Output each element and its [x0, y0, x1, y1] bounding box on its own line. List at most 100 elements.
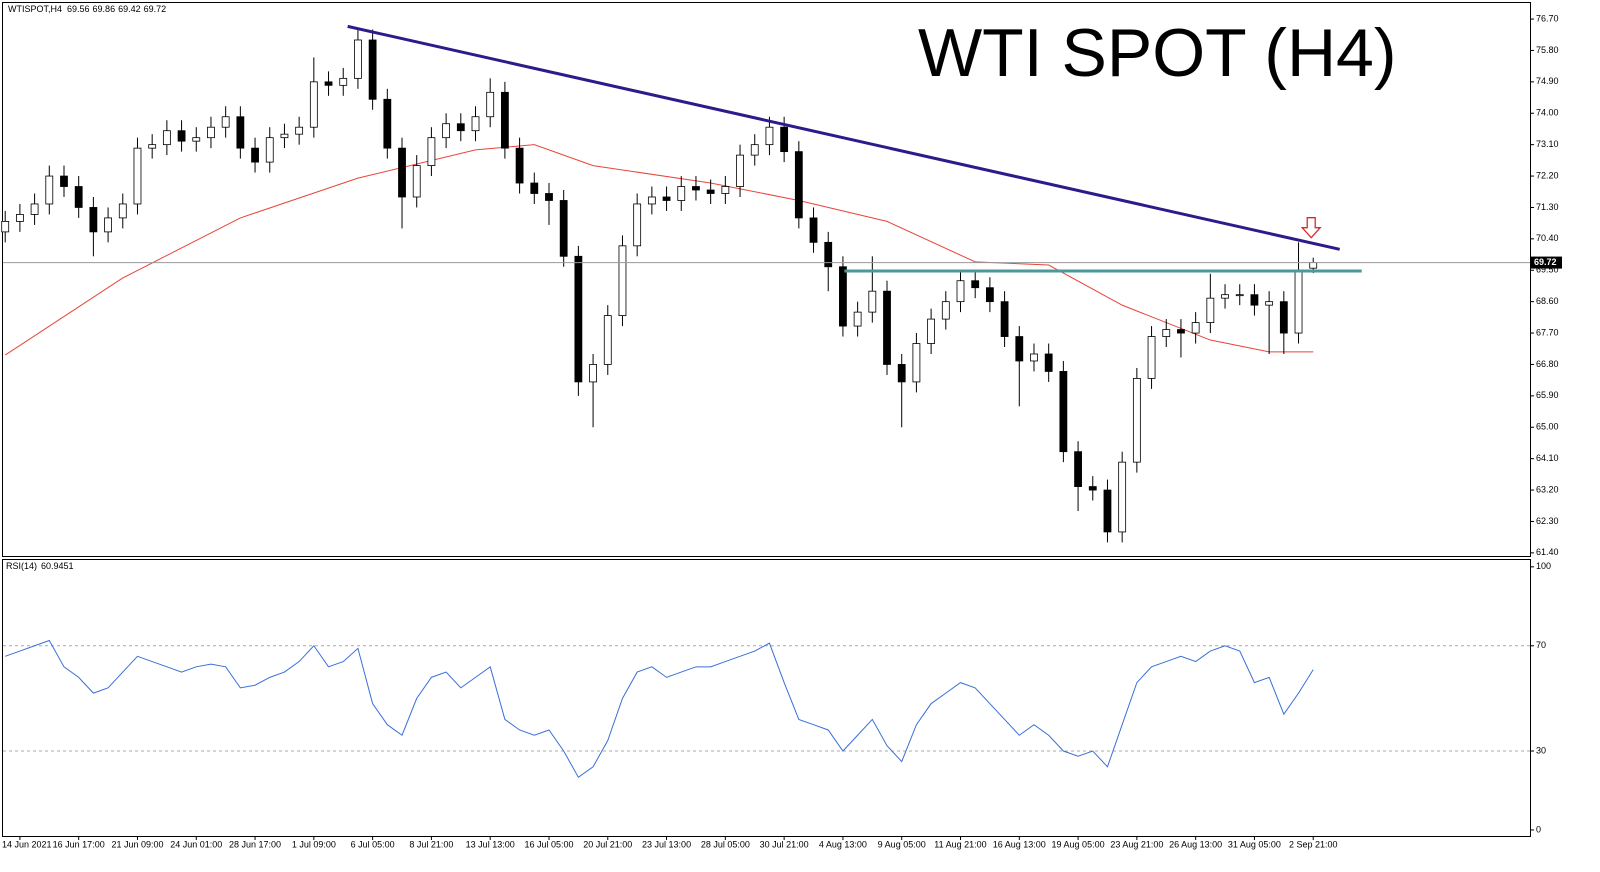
current-price-label: 69.72 [1534, 257, 1557, 267]
candle-body [1235, 294, 1244, 297]
indicator-header: RSI(14) 60.9451 [6, 561, 74, 571]
candle-body [456, 123, 465, 132]
candle-body [45, 175, 54, 205]
candle-body [985, 287, 994, 303]
last-open: 69.56 [67, 4, 90, 14]
candle-body [427, 137, 436, 166]
candle-body [1294, 269, 1303, 334]
x-tick-label: 1 Jul 09:00 [292, 839, 336, 849]
x-tick-label: 11 Aug 21:00 [934, 839, 986, 849]
candle-body [647, 196, 656, 205]
candle-body [692, 186, 700, 191]
candle-body [750, 144, 759, 156]
candle-body [398, 147, 406, 198]
candle-body [89, 207, 98, 233]
y-tick-label: 68.60 [1536, 296, 1559, 306]
candle-body [1030, 353, 1038, 362]
candle-body [339, 77, 348, 86]
y-tick-label: 65.90 [1536, 390, 1559, 400]
x-tick-label: 26 Aug 13:00 [1169, 839, 1222, 849]
candle-body [1, 221, 10, 233]
candle-body [515, 147, 524, 184]
x-tick-label: 20 Jul 21:00 [583, 839, 632, 849]
last-high: 69.86 [93, 4, 116, 14]
candle-body [545, 193, 553, 201]
x-tick-label: 23 Jul 13:00 [642, 839, 691, 849]
candle-body [706, 189, 715, 194]
candle-body [442, 123, 451, 139]
y-tick-label: 72.20 [1536, 170, 1559, 180]
candle-body [1265, 301, 1274, 306]
candle-body [162, 130, 171, 146]
candle-body [192, 137, 201, 142]
candle-body [251, 147, 259, 163]
candle-body [60, 175, 68, 187]
x-tick-label: 16 Jul 05:00 [524, 839, 573, 849]
candle-body [853, 311, 862, 327]
symbol: WTISPOT,H4 [8, 4, 62, 14]
y-tick-label: 66.80 [1536, 359, 1559, 369]
y-tick-label: 76.70 [1536, 13, 1559, 23]
trendline [347, 24, 1341, 251]
candle-body [559, 200, 568, 257]
candle-body [324, 81, 333, 86]
candle-body [74, 186, 83, 208]
y-tick-label: 69.50 [1536, 265, 1559, 275]
candle-body [618, 245, 627, 317]
candle-body [1206, 297, 1215, 323]
y-tick-label: 71.30 [1536, 202, 1559, 212]
candle-body [1162, 329, 1171, 337]
x-tick-label: 28 Jun 17:00 [229, 839, 281, 849]
x-tick-label: 19 Aug 05:00 [1052, 839, 1105, 849]
current-price-box [1531, 256, 1562, 269]
x-tick-label: 16 Aug 13:00 [993, 839, 1046, 849]
candle-body [868, 290, 877, 313]
last-low: 69.42 [118, 4, 141, 14]
candle-body [839, 266, 847, 327]
signal-arrow [1300, 217, 1322, 239]
candle-body [809, 217, 818, 243]
candle-body [30, 203, 39, 215]
x-tick-label: 4 Aug 13:00 [819, 839, 867, 849]
candle-body [633, 203, 642, 247]
candle-body [780, 126, 789, 153]
candle-body [971, 280, 980, 289]
candle-body [1279, 301, 1288, 334]
last-close: 69.72 [144, 4, 167, 14]
candle-body [1132, 378, 1141, 463]
candle-body [530, 182, 539, 194]
y-tick-label: 75.80 [1536, 45, 1559, 55]
y-tick-label: 74.00 [1536, 108, 1559, 118]
candle-body [1000, 301, 1009, 337]
candle-body [1044, 353, 1053, 372]
candle-body [265, 137, 274, 163]
x-tick-label: 14 Jun 2021 [2, 839, 52, 849]
indicator-name: RSI(14) [6, 561, 37, 571]
candle-body [1309, 262, 1318, 269]
candle-body [1074, 451, 1082, 487]
y-tick-label: 67.70 [1536, 327, 1559, 337]
candle-body [1191, 322, 1200, 334]
candle-body [1250, 294, 1259, 306]
candle-body [721, 186, 730, 194]
candle-body [956, 280, 965, 303]
candle-body [104, 217, 112, 233]
x-tick-label: 13 Jul 13:00 [466, 839, 515, 849]
rsi-line [5, 639, 1314, 779]
candle-body [16, 214, 24, 222]
candle-body [897, 364, 906, 383]
candle-body [236, 116, 245, 149]
x-tick-label: 2 Sep 21:00 [1289, 839, 1338, 849]
y-tick-label: 70.40 [1536, 233, 1559, 243]
candle-body [794, 151, 803, 219]
candle-body [383, 98, 392, 149]
x-tick-label: 24 Jun 01:00 [170, 839, 222, 849]
y-tick-label: 100 [1536, 561, 1551, 571]
candle-body [736, 154, 744, 187]
candle-body [412, 165, 421, 198]
candle-body [486, 91, 495, 118]
candle-body [824, 241, 833, 268]
indicator-value: 60.9451 [41, 561, 74, 571]
candle-body [662, 196, 671, 201]
